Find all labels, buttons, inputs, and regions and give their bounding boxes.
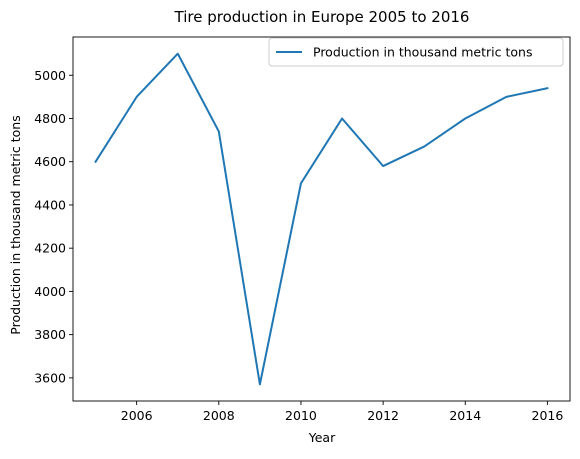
plot-area xyxy=(94,52,549,386)
y-axis-label: Production in thousand metric tons xyxy=(8,115,23,334)
plot-frame xyxy=(72,36,571,402)
y-tick-label: 4800 xyxy=(34,111,66,126)
series-line xyxy=(94,52,549,386)
y-tick-label: 5000 xyxy=(34,68,66,83)
x-tick-label: 2006 xyxy=(121,408,153,423)
y-tick-label: 3600 xyxy=(34,370,66,385)
legend: Production in thousand metric tons xyxy=(268,37,564,67)
chart-title: Tire production in Europe 2005 to 2016 xyxy=(174,8,470,26)
x-axis: 2006 2008 2010 2012 2014 2016 xyxy=(121,401,564,423)
y-axis: 3600 3800 4000 4200 4400 4600 4800 5000 xyxy=(34,68,73,385)
x-tick-label: 2012 xyxy=(367,408,399,423)
x-tick-label: 2016 xyxy=(532,408,564,423)
x-tick-label: 2008 xyxy=(203,408,235,423)
y-tick-label: 4400 xyxy=(34,197,66,212)
y-tick-label: 4600 xyxy=(34,154,66,169)
x-tick-label: 2010 xyxy=(285,408,317,423)
legend-label: Production in thousand metric tons xyxy=(313,45,532,60)
legend-box xyxy=(268,37,564,67)
y-tick-label: 4000 xyxy=(34,284,66,299)
y-tick-label: 4200 xyxy=(34,241,66,256)
x-axis-label: Year xyxy=(308,430,336,445)
x-tick-label: 2014 xyxy=(449,408,481,423)
y-tick-label: 3800 xyxy=(34,327,66,342)
